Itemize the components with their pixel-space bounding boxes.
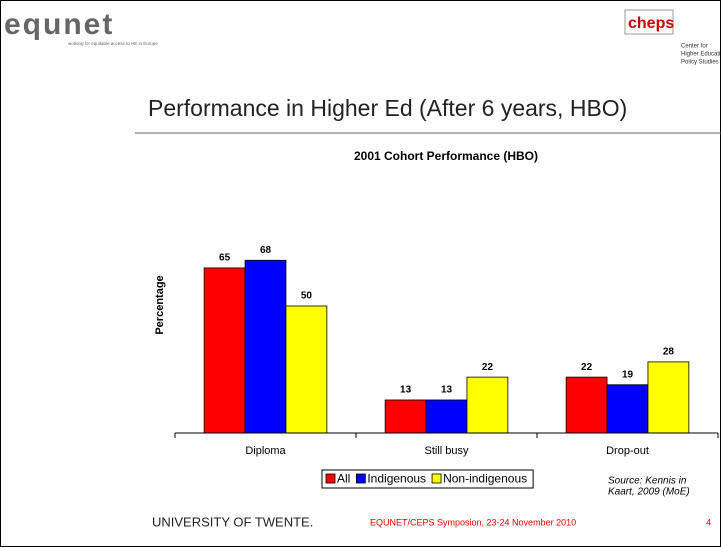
logo: equnet (4, 8, 114, 41)
source: Kaart, 2009 (MoE) (608, 487, 690, 498)
legend-swatch (355, 473, 366, 484)
cheps-box (624, 9, 674, 35)
data-label: 19 (622, 369, 634, 380)
footer-event: EQUNET/CEPS Symposion, 23-24 November 20… (370, 517, 576, 527)
slide-title: Performance in Higher Ed (After 6 years,… (148, 95, 627, 121)
bar (203, 267, 246, 434)
data-label: 22 (581, 362, 593, 373)
partner-logo: cheps (628, 15, 674, 32)
data-label: 22 (482, 362, 494, 373)
bar (606, 384, 649, 434)
bar (565, 376, 608, 434)
legend-label: All (337, 472, 350, 486)
data-label: 28 (663, 347, 675, 358)
x-tick-label: Still busy (424, 445, 469, 457)
bar (384, 399, 427, 434)
bar (285, 305, 328, 434)
x-tick-label: Diploma (245, 445, 286, 457)
tagline: working for equitable access to HE in Eu… (68, 41, 158, 46)
bar (244, 259, 287, 434)
partner-line: Policy Studies (681, 60, 719, 66)
source: Source: Kennis in (608, 476, 687, 487)
data-label: 13 (441, 385, 453, 396)
data-label: 50 (301, 291, 313, 302)
data-label: 65 (219, 253, 231, 264)
y-axis-label: Percentage (154, 275, 166, 334)
chart-title: 2001 Cohort Performance (HBO) (354, 149, 538, 163)
legend-label: Indigenous (367, 472, 426, 486)
data-label: 13 (400, 385, 412, 396)
partner-line: Center for (681, 44, 708, 50)
bar (466, 376, 509, 434)
footer-page: 4 (706, 517, 711, 527)
legend: All Indigenous Non-indigenous (321, 469, 534, 489)
legend-label: Non-indigenous (443, 472, 527, 486)
bar (425, 399, 468, 434)
bar (647, 361, 690, 434)
legend-swatch (325, 473, 336, 484)
partner-line: Higher Educati (681, 52, 720, 58)
data-label: 68 (260, 245, 272, 256)
legend-box (321, 469, 534, 489)
footer-university: UNIVERSITY OF TWENTE. (152, 514, 313, 529)
x-tick-label: Drop-out (606, 445, 649, 457)
legend-swatch (431, 473, 442, 484)
